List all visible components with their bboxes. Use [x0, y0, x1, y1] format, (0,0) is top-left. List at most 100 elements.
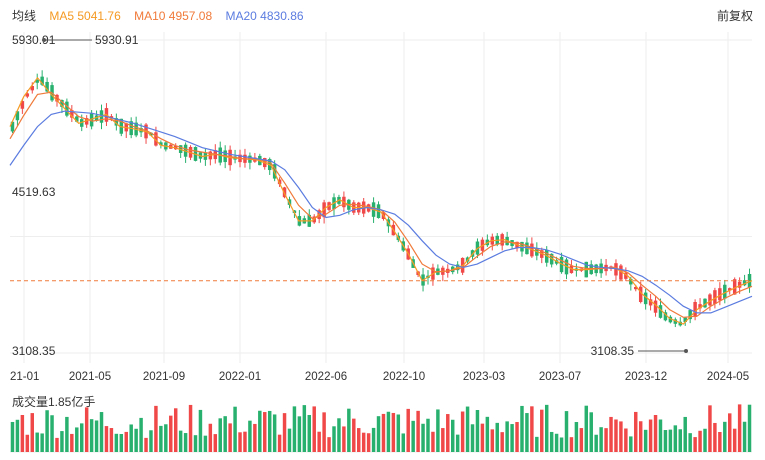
volume-bar [723, 421, 727, 452]
candle-body [20, 101, 25, 109]
volume-bar [188, 404, 193, 452]
volume-bar [10, 421, 15, 452]
y-tick-label: 3108.35 [12, 344, 56, 358]
volume-bar [490, 429, 495, 452]
x-tick-label: 2023-12 [625, 371, 667, 383]
volume-bar [732, 428, 737, 452]
volume-bar [718, 431, 722, 452]
candle-body [688, 310, 692, 320]
volume-bar [149, 430, 153, 452]
candle-body [159, 142, 163, 146]
candle-body [683, 317, 687, 323]
volume-bar [599, 427, 603, 452]
volume-bar [737, 404, 742, 452]
candle-body [703, 298, 707, 308]
max-annotation-dot [42, 38, 46, 42]
volume-bar [535, 436, 539, 452]
y-tick-label: 4519.63 [12, 185, 56, 199]
candle-body [653, 300, 658, 313]
volume-bar [619, 421, 623, 452]
y-tick-label: 5930.91 [12, 33, 56, 47]
volume-bar [391, 412, 396, 452]
candle-body [713, 290, 717, 305]
candle-body [723, 284, 727, 299]
volume-bar [609, 416, 613, 452]
candle-body [79, 119, 84, 127]
volume-bar [352, 418, 356, 452]
candle-body [747, 274, 752, 288]
volume-bar [277, 434, 282, 452]
volume-bar [55, 437, 59, 452]
volume-bar [159, 425, 163, 452]
volume-bar [495, 422, 499, 452]
volume-bar [60, 431, 64, 452]
volume-bar [406, 408, 410, 452]
x-tick-label: 2022-01 [219, 371, 261, 383]
x-tick-label: 2021-05 [69, 371, 111, 383]
volume-bar [604, 428, 608, 452]
candle-body [634, 286, 638, 290]
candle-body [663, 312, 668, 321]
candle-body [35, 79, 39, 83]
ma-legend: 均线 MA5 5041.76 MA10 4957.08 MA20 4830.86 [12, 7, 314, 24]
volume-bar [515, 422, 519, 452]
volume-bar [520, 405, 524, 452]
volume-bar [703, 428, 707, 452]
volume-bar [332, 426, 336, 452]
volume-bar [396, 414, 401, 452]
volume-bar [688, 433, 692, 452]
volume-bar [446, 414, 450, 452]
candle-body [737, 281, 742, 288]
volume-title: 成交量1.85亿手 [12, 395, 96, 409]
candle-body [60, 99, 64, 107]
ma-line-ma20 [9, 110, 753, 314]
min-annotation-label: 3108.35 [591, 344, 635, 358]
volume-bar [544, 404, 549, 452]
volume-bar [579, 428, 584, 452]
volume-bar [728, 413, 732, 452]
volume-bar [698, 430, 702, 452]
volume-bar [15, 419, 20, 452]
candle-body [648, 299, 653, 306]
volume-bar [500, 432, 504, 452]
volume-bar [505, 421, 509, 452]
volume-bar [337, 418, 341, 452]
volume-bar [530, 406, 534, 452]
volume-bar [45, 410, 49, 452]
adjust-restore-button[interactable]: 前复权 [716, 9, 753, 23]
volume-bar [589, 412, 593, 452]
volume-bar [574, 422, 579, 452]
volume-bar [431, 431, 435, 452]
candle-body [55, 94, 59, 102]
volume-bar [381, 413, 386, 452]
volume-bar [322, 412, 326, 452]
volume-bar [441, 428, 445, 452]
candle-body [693, 301, 697, 317]
volume-bar [119, 434, 124, 452]
volume-bar [30, 413, 34, 452]
volume-bar [327, 437, 331, 452]
volume-bar [510, 424, 514, 452]
legend-title: 均线 [12, 9, 37, 23]
volume-bar [75, 427, 79, 452]
volume-bar [629, 436, 633, 452]
candle-body [698, 304, 702, 309]
volume-bar [525, 413, 529, 452]
candle-body [25, 93, 30, 97]
volume-bar [643, 429, 648, 452]
volume-bar [450, 419, 455, 452]
volume-bar [164, 424, 168, 452]
candle-body [45, 81, 49, 92]
volume-bar [169, 415, 173, 452]
volume-bar [648, 419, 653, 452]
volume-bar [485, 416, 490, 452]
volume-bar [312, 406, 316, 452]
volume-bar [173, 408, 178, 452]
volume-bar [302, 405, 307, 452]
volume-bar [208, 423, 213, 452]
volume-bar [713, 422, 717, 452]
volume-bar [258, 410, 262, 452]
volume-bar [347, 408, 351, 452]
volume-bar [287, 428, 292, 452]
